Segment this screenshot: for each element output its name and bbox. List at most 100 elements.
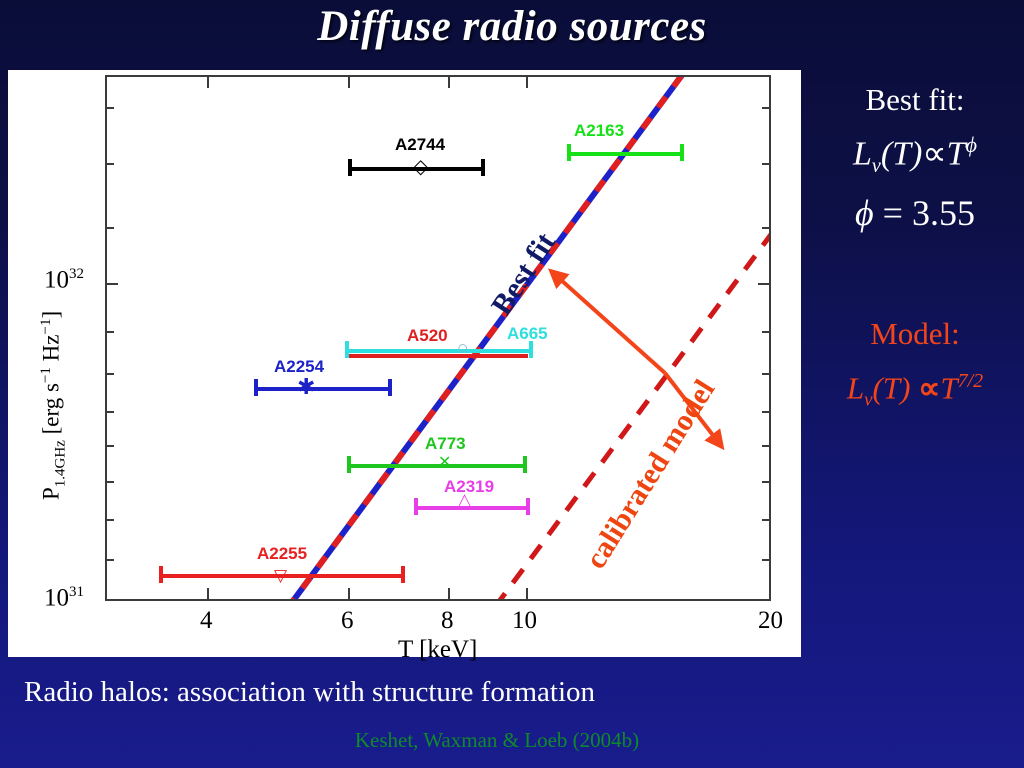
y-tick-minor <box>107 227 114 229</box>
x-tick-label-8: 8 <box>441 607 454 634</box>
y-axis-label: P1.4GHz [erg s−1 Hz−1] <box>38 311 69 500</box>
marker-a2319: △ <box>458 490 472 509</box>
marker-a665: ○ <box>457 338 469 359</box>
phi-symbol: ϕ <box>855 193 874 234</box>
y-tick-minor-right <box>762 331 769 333</box>
model-rhs-symbol: T <box>940 370 958 406</box>
y-tick-mantissa: 10 <box>44 584 69 612</box>
best-fit-heading: Best fit: <box>865 82 965 117</box>
model-operator: ∝ <box>918 370 941 406</box>
phi-equals: = <box>882 193 903 234</box>
right-text-column: Best fit: Lν(T)∝Tϕ ϕ = 3.55 Model: Lν(T)… <box>806 82 1024 412</box>
y-tick-exponent: 31 <box>69 584 84 600</box>
fit-lines-layer <box>290 77 769 599</box>
y-tick-minor <box>107 373 114 375</box>
errorbar-cap-a2254-hi <box>388 379 392 396</box>
x-axis-label: T [keV] <box>398 636 478 663</box>
y-tick-minor-right <box>762 411 769 413</box>
errorbar-cap-a665-lo <box>345 341 349 358</box>
y-axis-label-subscript: 1.4GHz <box>52 440 69 488</box>
y-tick-minor-right <box>762 163 769 165</box>
errorbar-a2255 <box>159 574 405 578</box>
y-tick-minor-right <box>762 107 769 109</box>
equation-lhs-subscript: ν <box>871 155 881 178</box>
x-tick-10 <box>526 588 528 599</box>
y-axis-label-unit-close: ] <box>38 310 64 319</box>
x-tick-4 <box>207 588 209 599</box>
equation-argument: (T) <box>880 135 923 173</box>
errorbar-cap-a2744-hi <box>481 159 485 176</box>
marker-a2254: ✱ <box>297 374 316 399</box>
y-tick-minor <box>107 163 114 165</box>
errorbar-cap-a773-lo <box>347 456 351 473</box>
x-tick-label-4: 4 <box>200 607 213 634</box>
errorbar-a665 <box>345 349 533 353</box>
errorbar-a2744 <box>348 167 483 171</box>
y-tick-minor-right <box>762 227 769 229</box>
y-tick-minor <box>107 481 114 483</box>
y-tick-minor <box>107 331 114 333</box>
footer-caption: Radio halos: association with structure … <box>24 676 596 708</box>
model-lhs-subscript: ν <box>864 389 873 411</box>
model-lhs-symbol: L <box>846 370 865 406</box>
x-tick-label-6: 6 <box>341 607 354 634</box>
calibrated-model-line <box>497 232 769 599</box>
marker-a773: ✕ <box>438 454 452 471</box>
errorbar-cap-a665-hi <box>529 341 533 358</box>
arrow-to-calibrated-icon <box>663 371 725 451</box>
y-tick-mantissa: 10 <box>44 266 69 294</box>
point-label-a2744: A2744 <box>395 135 446 154</box>
point-label-a2254: A2254 <box>274 357 325 376</box>
x-tick-top-10 <box>526 77 528 88</box>
point-label-a665: A665 <box>507 324 548 343</box>
errorbar-cap-a2255-lo <box>159 566 163 583</box>
y-tick-minor <box>107 559 114 561</box>
x-tick-top-6 <box>348 77 350 88</box>
errorbar-cap-a2744-lo <box>348 159 352 176</box>
best-fit-dashed-overlay <box>290 77 685 599</box>
y-tick-major-1e32 <box>107 283 118 285</box>
equation-rhs-symbol: T <box>946 135 966 173</box>
errorbar-cap-a2319-lo <box>414 498 418 515</box>
y-axis-label-prefix: P <box>38 487 64 500</box>
x-tick-8 <box>448 588 450 599</box>
errorbar-cap-a2254-lo <box>254 379 258 396</box>
equation-operator: ∝ <box>922 135 947 173</box>
point-label-a2255: A2255 <box>257 544 308 563</box>
errorbar-a2163 <box>567 152 684 156</box>
figure-panel: P1.4GHz [erg s−1 Hz−1] 1032 1031 4 6 8 1… <box>8 70 801 663</box>
equation-rhs-exponent: ϕ <box>965 132 977 157</box>
marker-a2255: ▽ <box>274 566 288 585</box>
y-tick-minor <box>107 445 114 447</box>
y-tick-exponent: 32 <box>69 266 84 282</box>
errorbar-a2319 <box>414 506 530 510</box>
errorbar-a520 <box>345 354 528 358</box>
point-label-a520: A520 <box>407 326 448 345</box>
x-tick-label-10: 10 <box>512 607 537 634</box>
x-tick-top-8 <box>448 77 450 88</box>
equation-lhs-symbol: L <box>853 135 872 173</box>
model-argument: (T) <box>872 370 911 406</box>
phi-value-line: ϕ = 3.55 <box>806 192 1024 234</box>
arrow-to-bestfit-icon <box>548 268 667 375</box>
y-tick-minor-right <box>762 445 769 447</box>
y-tick-minor <box>107 107 114 109</box>
point-label-a773: A773 <box>425 434 466 453</box>
y-tick-major-1e32-right <box>758 283 769 285</box>
errorbar-cap-a2319-hi <box>526 498 530 515</box>
y-tick-minor-right <box>762 373 769 375</box>
model-rhs-exponent: 7/2 <box>957 370 984 393</box>
y-axis-label-sup1: −1 <box>38 367 54 384</box>
best-fit-equation: Lν(T)∝Tϕ <box>806 132 1024 178</box>
errorbar-cap-a2163-lo <box>567 144 571 161</box>
point-label-a2163: A2163 <box>574 121 625 140</box>
page-title: Diffuse radio sources <box>317 3 707 50</box>
y-tick-minor <box>107 519 114 521</box>
phi-value: 3.55 <box>911 193 975 234</box>
errorbar-cap-a773-hi <box>523 456 527 473</box>
errorbar-a2254 <box>254 387 392 391</box>
marker-a2744: ◇ <box>413 156 429 178</box>
model-equation: Lν(T) ∝T7/2 <box>806 370 1024 412</box>
y-tick-label-1e32: 1032 <box>44 266 84 294</box>
